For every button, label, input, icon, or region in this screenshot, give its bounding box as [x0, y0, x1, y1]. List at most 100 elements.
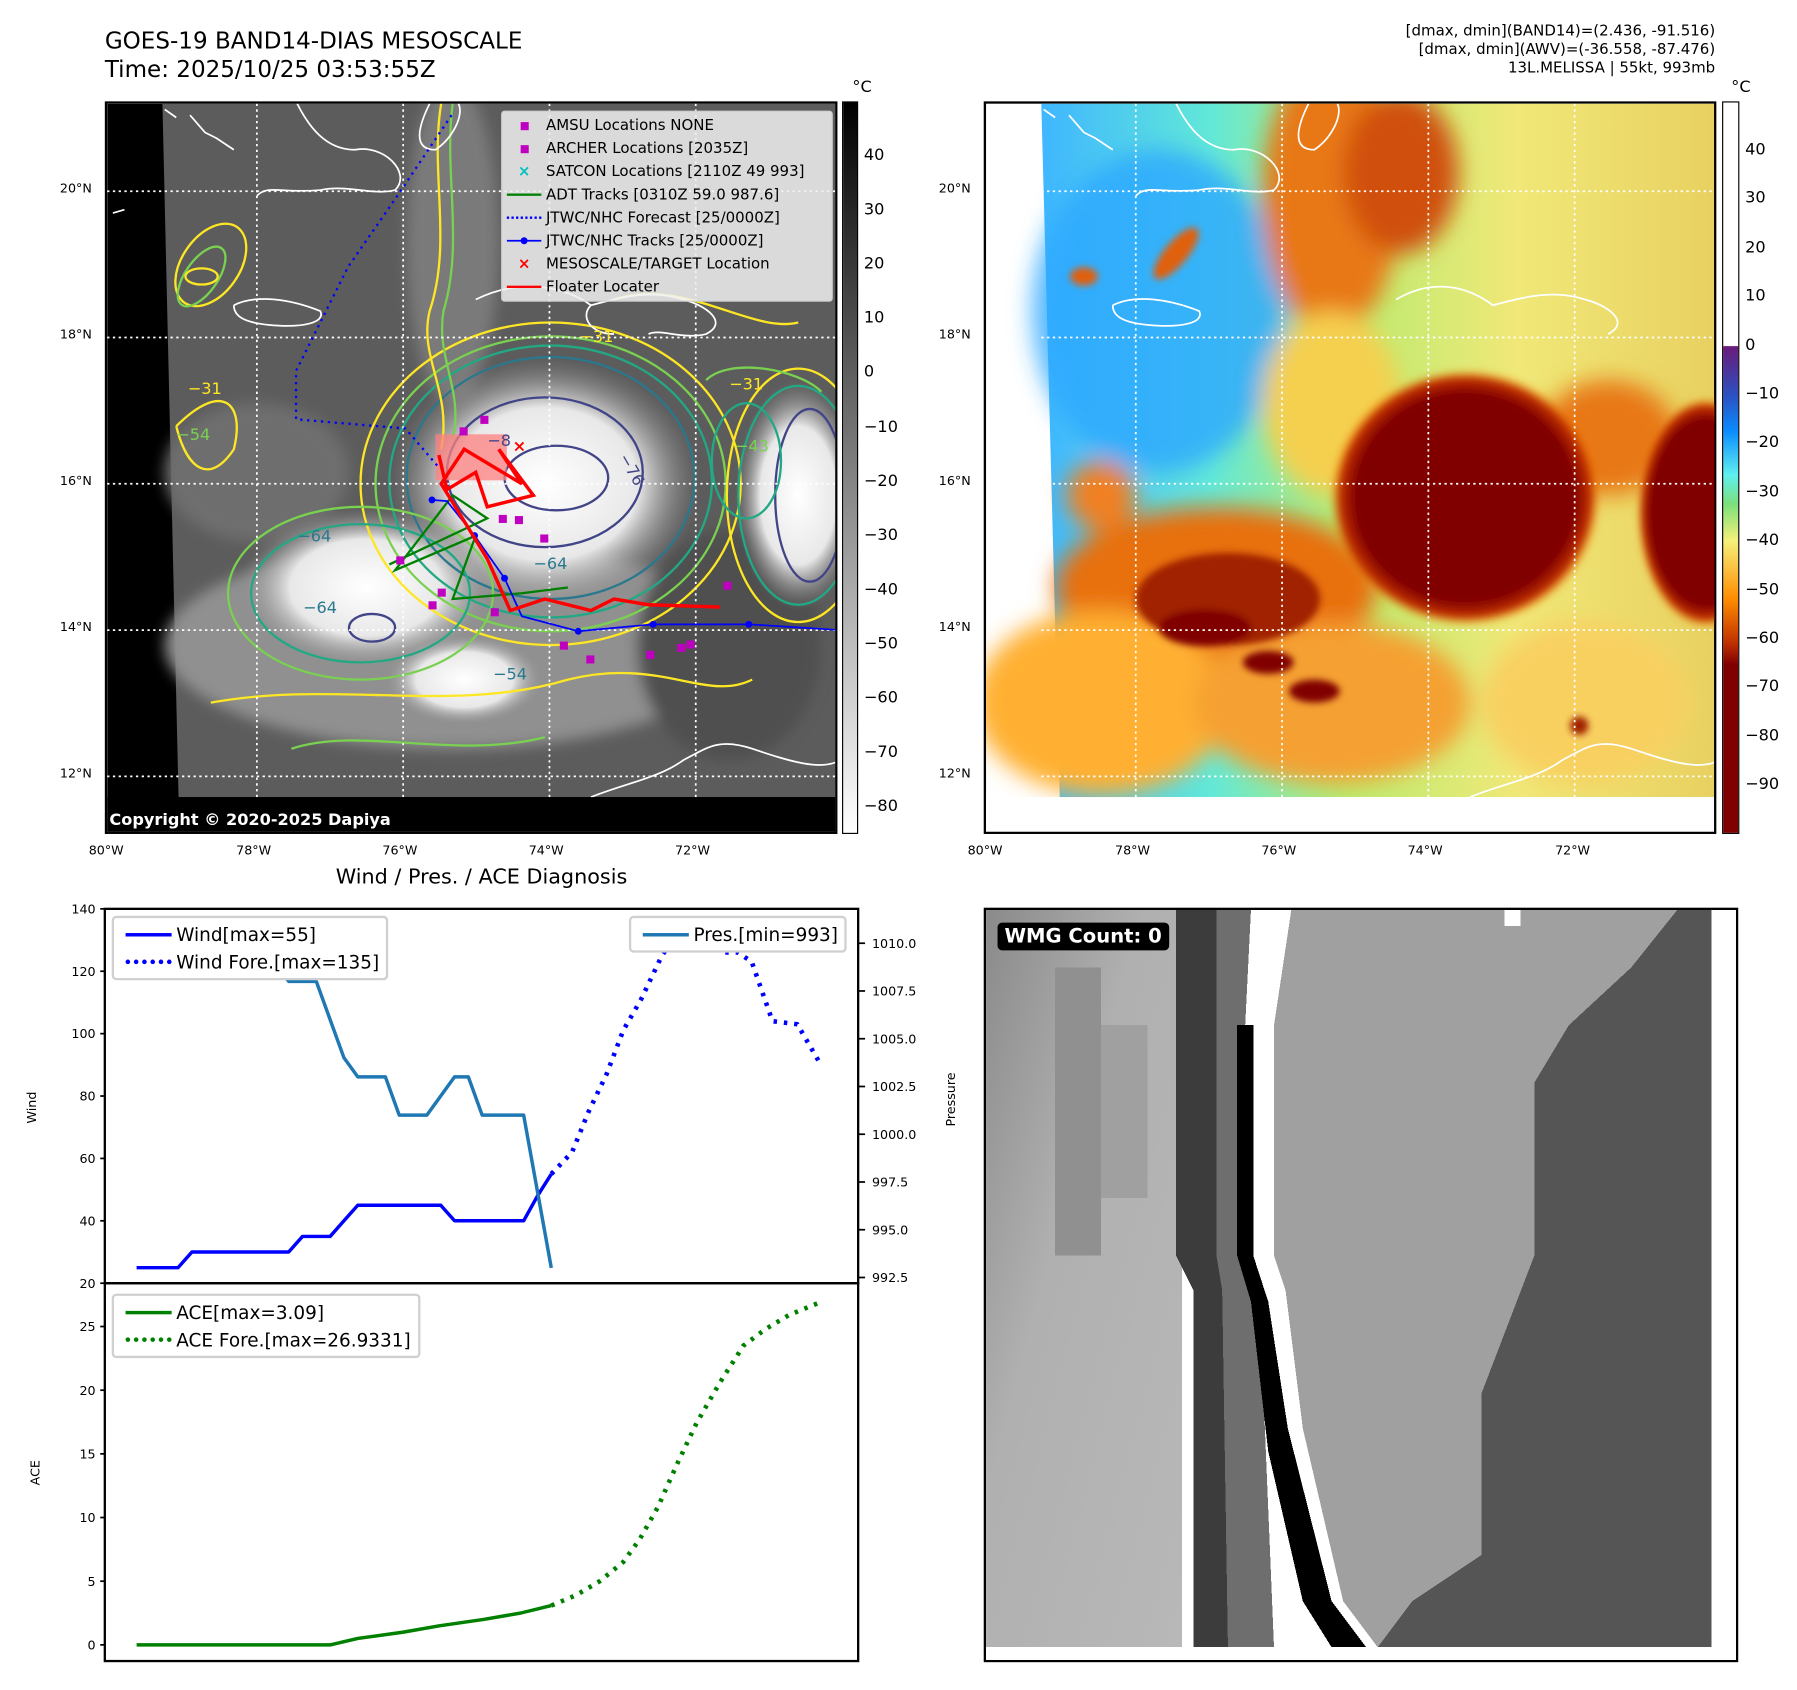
lon-label: 76°W [382, 843, 418, 859]
lat-label: 16°N [59, 473, 92, 489]
colorbar-tick: −60 [863, 688, 898, 708]
colorbar-tick: −70 [863, 743, 898, 762]
legend-label: ACE Fore.[max=26.9331] [176, 1328, 411, 1351]
colorbar-tick: 10 [863, 309, 885, 328]
legend-item-ace-forecast: ACE Fore.[max=26.9331] [121, 1326, 411, 1354]
ace-legend: ACE[max=3.09] ACE Fore.[max=26.9331] [111, 1293, 420, 1359]
figure-title: GOES-19 BAND14-DIAS MESOSCALE [104, 26, 523, 55]
green-line-icon [502, 193, 546, 196]
colorbar-tick: −40 [1745, 531, 1780, 550]
band14-map: × −31 −31 −31 −54 −64 −76 −8 −64 −54 −43… [104, 101, 838, 834]
wind-axis-label: Wind [24, 1091, 40, 1124]
storm-info: 13L.MELISSA | 55kt, 993mb [1507, 59, 1716, 78]
legend-item-wind-forecast: Wind Fore.[max=135] [121, 948, 379, 976]
legend-label: SATCON Locations [2110Z 49 993] [546, 162, 805, 181]
legend-item-satcon: × SATCON Locations [2110Z 49 993] [502, 160, 831, 183]
ace-plot-frame [103, 1282, 860, 1663]
contour-label: −8 [487, 431, 512, 451]
lat-label: 12°N [59, 766, 92, 781]
legend-label: Pres.[min=993] [693, 923, 838, 946]
figure-time: Time: 2025/10/25 03:53:55Z [104, 55, 436, 83]
legend-label: ARCHER Locations [2035Z] [546, 139, 749, 158]
forecast-track [294, 114, 453, 470]
contour-label: −43 [734, 437, 769, 457]
colorbar-tick: −50 [1745, 580, 1780, 599]
colorbar-tick: −30 [863, 526, 898, 545]
legend-item-target: × MESOSCALE/TARGET Location [502, 252, 831, 275]
pressure-axis-label: Pressure [943, 1072, 959, 1127]
red-x-icon: × [517, 255, 531, 273]
legend-item-amsu: AMSU Locations NONE [502, 114, 831, 137]
ace-tick-label: 0 [88, 1637, 96, 1652]
colorbar-tick: 0 [1745, 335, 1756, 355]
blue-dotted-line-icon [502, 216, 546, 219]
lon-label: 78°W [236, 843, 272, 859]
legend-label: AMSU Locations NONE [546, 116, 714, 135]
lon-label: 74°W [528, 843, 564, 859]
chart-title: Wind / Pres. / ACE Diagnosis [335, 865, 628, 890]
pressure-tick-label: 995.0 [872, 1222, 908, 1237]
colorbar-tick: 30 [1745, 189, 1766, 208]
adt-track [388, 493, 569, 601]
target-marker: × [513, 437, 527, 456]
colorbar-tick: −80 [1745, 726, 1780, 746]
legend-label: Floater Locater [546, 278, 660, 296]
ace-tick-label: 10 [79, 1510, 95, 1525]
colorbar-tick: −10 [1745, 384, 1780, 404]
colorbar-tick: −40 [863, 580, 898, 599]
wind-tick-label: 100 [71, 1026, 95, 1041]
wmg-panel: WMG Count: 0 [983, 907, 1739, 1663]
ace-tick-label: 20 [79, 1383, 95, 1398]
wind-tick-label: 80 [79, 1089, 95, 1104]
pressure-tick-label: 1005.0 [872, 1031, 916, 1046]
colorbar-tick: −10 [863, 417, 898, 436]
legend-item-adt: ADT Tracks [0310Z 59.0 987.6] [502, 183, 831, 206]
colorbar-unit: °C [852, 78, 872, 97]
stats-info: [dmax, dmin](BAND14)=(2.436, -91.516) [d… [1406, 23, 1716, 78]
legend-label: Wind Fore.[max=135] [176, 950, 380, 973]
pressure-tick-label: 1010.0 [872, 936, 916, 951]
jtwc-track [431, 499, 836, 633]
lat-label: 14°N [59, 619, 92, 635]
series-wind [136, 1173, 553, 1270]
wind-tick-label: 120 [71, 964, 95, 979]
contour-label: −64 [297, 527, 332, 547]
colorbar-tick: 0 [863, 363, 875, 382]
ace-tick-label: 5 [88, 1574, 96, 1589]
green-line-icon [121, 1310, 176, 1314]
wind-legend: Wind[max=55] Wind Fore.[max=135] [111, 915, 389, 981]
colorbar-tick: −60 [1745, 628, 1780, 648]
legend-label: JTWC/NHC Tracks [25/0000Z] [546, 232, 764, 250]
legend-label: Wind[max=55] [176, 923, 316, 946]
awv-colorbar [1722, 101, 1740, 834]
contour-label: −31 [187, 380, 222, 399]
legend-item-tracks: JTWC/NHC Tracks [25/0000Z] [502, 229, 831, 252]
legend-item-pressure: Pres.[min=993] [638, 920, 838, 948]
lon-label: 72°W [1555, 843, 1591, 859]
contour-label: −64 [533, 555, 568, 574]
colorbar-tick: 20 [863, 254, 885, 274]
contour-label: −54 [493, 665, 528, 685]
legend-item-wind: Wind[max=55] [121, 920, 379, 948]
pressure-tick-label: 1007.5 [872, 984, 916, 999]
floater-locater-track [437, 446, 720, 613]
wmg-imagery [986, 910, 1736, 1660]
legend-item-forecast: JTWC/NHC Forecast [25/0000Z] [502, 206, 831, 229]
awv-range: [dmax, dmin](AWV)=(-36.558, -87.476) [1418, 41, 1716, 59]
wind-tick-label: 140 [71, 901, 95, 916]
lon-label: 80°W [88, 843, 124, 859]
colorbar-tick: 40 [863, 146, 885, 165]
magenta-square-icon [502, 144, 546, 153]
colorbar-tick: 40 [1745, 140, 1766, 159]
lat-label: 18°N [59, 327, 92, 343]
map-legend: AMSU Locations NONE ARCHER Locations [20… [501, 110, 833, 302]
wind-tick-label: 20 [79, 1276, 95, 1291]
diagnosis-chart: 20406080100120140992.5995.0997.51000.010… [71, 901, 916, 1663]
colorbar-tick: 30 [863, 200, 885, 219]
awv-map [983, 101, 1717, 834]
colorbar-tick: 10 [1745, 287, 1766, 306]
legend-item-ace: ACE[max=3.09] [121, 1298, 411, 1326]
contour-label: −54 [176, 426, 211, 445]
legend-label: JTWC/NHC Forecast [25/0000Z] [546, 209, 780, 227]
pressure-tick-label: 1000.0 [872, 1127, 916, 1142]
